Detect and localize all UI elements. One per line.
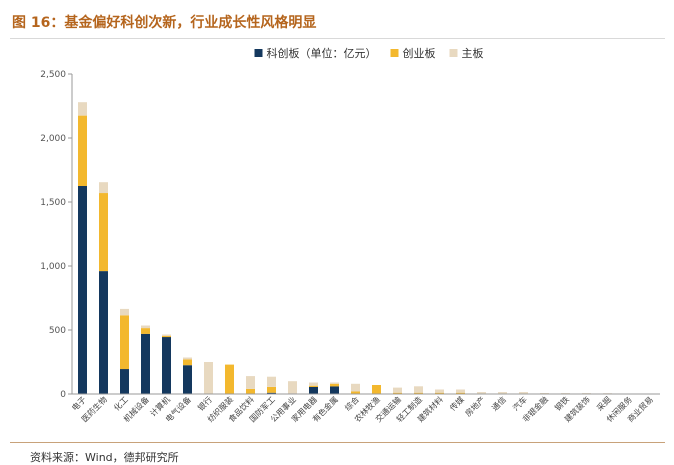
top-divider <box>10 38 665 39</box>
bar-segment-main-board <box>267 376 276 387</box>
legend: 科创板（单位：亿元） 创业板 主板 <box>254 46 484 60</box>
x-tick-label: 通信 <box>490 394 508 412</box>
bar-segment-chinext <box>246 388 255 394</box>
bar-segment-chinext <box>393 392 402 394</box>
bar-segment-star-market <box>330 386 339 394</box>
y-tick-label: 0 <box>60 390 66 400</box>
bar-segment-main-board <box>561 393 570 394</box>
bar-segment-main-board <box>540 393 549 394</box>
bars <box>78 102 654 395</box>
legend-swatch <box>254 49 263 57</box>
bar-segment-star-market <box>141 333 150 394</box>
bar-segment-chinext <box>183 359 192 366</box>
bar-segment-main-board <box>120 308 129 316</box>
bar-segment-main-board <box>141 325 150 329</box>
x-tick-label: 传媒 <box>448 394 466 412</box>
legend-label: 创业板 <box>403 46 436 60</box>
y-tick-label: 2,500 <box>40 70 66 80</box>
x-tick-label: 银行 <box>196 394 214 412</box>
bar-segment-star-market <box>99 271 108 394</box>
bar-segment-main-board <box>288 381 297 394</box>
bar-segment-chinext <box>456 392 465 394</box>
y-tick-label: 1,500 <box>40 198 66 208</box>
x-tick-label: 综合 <box>343 394 361 412</box>
bar-segment-main-board <box>99 182 108 194</box>
bar-segment-main-board <box>78 102 87 116</box>
legend-swatch <box>390 49 399 57</box>
bar-segment-chinext <box>309 385 318 387</box>
x-tick-label: 汽车 <box>511 394 529 412</box>
bar-segment-chinext <box>225 364 234 394</box>
bar-segment-star-market <box>78 186 87 394</box>
y-tick-label: 2,000 <box>40 134 66 144</box>
bar-segment-chinext <box>120 315 129 370</box>
bar-segment-main-board <box>477 392 486 394</box>
source-note: 资料来源：Wind，德邦研究所 <box>30 451 179 464</box>
bar-segment-star-market <box>162 337 171 394</box>
legend-label: 科创板（单位：亿元） <box>267 46 377 60</box>
legend-swatch <box>449 49 458 57</box>
bar-segment-chinext <box>78 115 87 186</box>
bar-segment-main-board <box>309 382 318 386</box>
figure-title: 图 16：基金偏好科创次新，行业成长性风格明显 <box>12 15 317 31</box>
bar-segment-main-board <box>582 393 591 394</box>
bar-segment-main-board <box>246 376 255 389</box>
bar-segment-main-board <box>456 389 465 393</box>
bar-segment-chinext <box>141 328 150 334</box>
bar-segment-chinext <box>372 385 381 394</box>
bar-segment-star-market <box>120 369 129 394</box>
bar-segment-chinext <box>99 193 108 272</box>
bar-segment-main-board <box>330 382 339 384</box>
bar-segment-main-board <box>414 386 423 393</box>
x-tick-label: 化工 <box>112 394 130 412</box>
bar-segment-chinext <box>435 392 444 394</box>
bar-segment-main-board <box>351 383 360 392</box>
bar-segment-star-market <box>183 365 192 394</box>
x-tick-label: 电子 <box>70 394 88 412</box>
bar-segment-main-board <box>498 392 507 394</box>
y-axis: 0 500 1,000 1,500 2,000 2,500 <box>40 70 73 400</box>
bar-segment-star-market <box>267 392 276 394</box>
bar-segment-chinext <box>162 335 171 338</box>
y-tick-label: 1,000 <box>40 262 66 272</box>
bar-segment-main-board <box>519 392 528 394</box>
bar-segment-main-board <box>162 334 171 336</box>
x-tick-label: 钢铁 <box>553 394 571 412</box>
bar-segment-chinext <box>351 391 360 394</box>
bar-segment-chinext <box>330 383 339 387</box>
legend-label: 主板 <box>462 46 484 60</box>
bar-segment-chinext <box>267 387 276 393</box>
x-tick-label: 房地产 <box>463 394 487 418</box>
y-tick-label: 500 <box>49 326 66 336</box>
bar-segment-chinext <box>414 392 423 394</box>
x-tick-label: 采掘 <box>595 394 613 412</box>
bar-segment-main-board <box>435 389 444 393</box>
bar-segment-main-board <box>183 357 192 360</box>
bar-segment-star-market <box>309 387 318 394</box>
bar-segment-main-board <box>204 362 213 394</box>
bottom-divider <box>10 442 665 443</box>
bar-segment-main-board <box>393 387 402 393</box>
